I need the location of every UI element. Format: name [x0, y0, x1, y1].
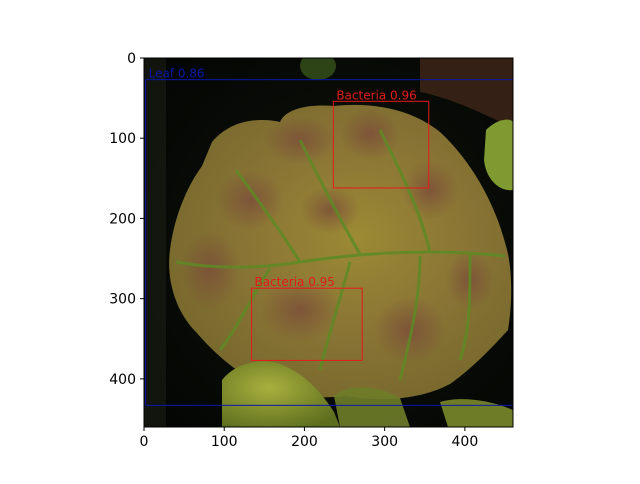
leaf-photo — [144, 58, 513, 427]
detection-box — [332, 100, 430, 189]
detection-boxes: Leaf 0.86 Bacteria 0.96 Bacteria 0.95 — [145, 67, 514, 406]
y-tick-label: 200 — [109, 211, 136, 227]
x-tick-label: 0 — [140, 434, 149, 450]
detection-label: Bacteria 0.95 — [254, 275, 334, 289]
detection-box — [250, 287, 363, 361]
x-tick-label: 300 — [371, 434, 398, 450]
y-tick-label: 400 — [109, 372, 136, 388]
x-tick-label: 200 — [291, 434, 318, 450]
y-tick-label: 0 — [127, 51, 136, 67]
detection-label: Bacteria 0.96 — [336, 88, 416, 102]
y-tick-label: 100 — [109, 131, 136, 147]
detection-label: Leaf 0.86 — [149, 67, 205, 81]
x-tick-label: 400 — [452, 434, 479, 450]
y-axis: 0 100 200 300 400 — [109, 51, 144, 388]
x-tick-label: 100 — [211, 434, 238, 450]
axes-frame — [143, 57, 514, 428]
y-tick-label: 300 — [109, 292, 136, 308]
x-axis: 0 100 200 300 400 — [140, 427, 479, 450]
